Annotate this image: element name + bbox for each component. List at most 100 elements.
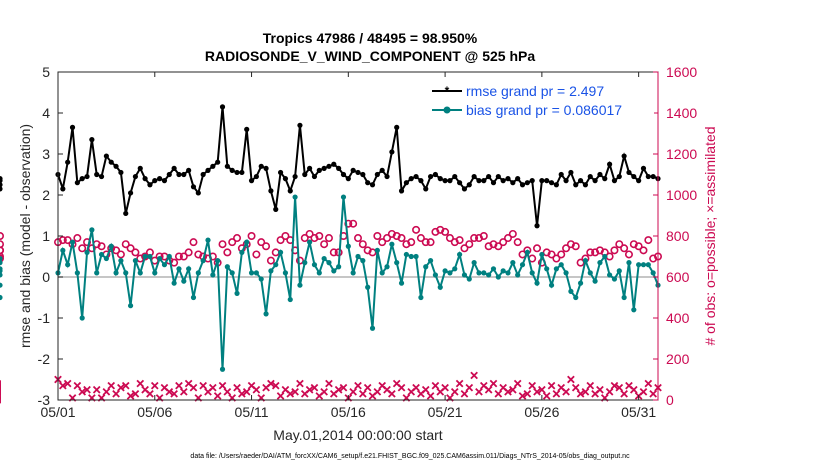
assimilated-stroke xyxy=(513,379,522,388)
possible-marker xyxy=(252,250,261,259)
assimilated-marker xyxy=(136,379,145,388)
assimilated-marker xyxy=(271,381,280,390)
bias-point xyxy=(360,258,366,264)
rmse-point xyxy=(592,178,598,184)
assimilated-marker xyxy=(339,383,348,392)
rmse-point xyxy=(379,167,385,173)
rmse-point xyxy=(161,178,168,184)
possible-marker xyxy=(121,240,130,249)
assimilated-marker xyxy=(146,390,154,398)
y-tick-label: 3 xyxy=(42,146,50,162)
bias-point xyxy=(239,249,245,255)
y2-tick-label: 1600 xyxy=(666,64,697,80)
rmse-point xyxy=(69,124,76,130)
bias-point xyxy=(282,270,289,276)
bias-point xyxy=(157,255,163,262)
possible-marker xyxy=(97,242,106,251)
bias-point xyxy=(490,266,497,272)
rmse-point xyxy=(442,178,448,184)
rmse-point xyxy=(495,173,501,180)
possible-marker xyxy=(460,244,469,253)
assimilated-marker xyxy=(518,392,527,400)
assimilated-stroke xyxy=(59,381,67,390)
rmse-point xyxy=(0,182,3,188)
assimilated-marker xyxy=(63,379,72,388)
legend-bias-label: bias grand pr = 0.086017 xyxy=(466,102,622,118)
rmse-point xyxy=(437,176,443,182)
rmse-point xyxy=(345,176,351,182)
rmse-point xyxy=(152,178,158,184)
obs-count-series xyxy=(0,219,662,404)
bias-point xyxy=(592,278,598,284)
possible-marker xyxy=(494,242,503,251)
legend-box xyxy=(428,79,654,121)
assimilated-stroke xyxy=(557,383,566,392)
bias-point xyxy=(573,294,579,301)
rmse-point xyxy=(423,186,429,192)
possible-marker xyxy=(576,258,585,267)
x-tick-label: 05/01 xyxy=(40,404,75,420)
rmse-point xyxy=(636,178,642,184)
bias-point xyxy=(398,280,405,286)
assimilated-marker xyxy=(59,381,67,390)
assimilated-marker xyxy=(276,392,285,400)
assimilated-marker xyxy=(538,385,546,394)
bias-point xyxy=(258,276,264,282)
assimilated-marker xyxy=(363,383,372,392)
assimilated-marker xyxy=(610,381,619,390)
bias-point xyxy=(224,264,230,270)
possible-marker xyxy=(257,238,266,247)
assimilated-stroke xyxy=(649,390,657,398)
assimilated-stroke xyxy=(475,387,483,396)
plot-area xyxy=(58,72,658,400)
bias-point xyxy=(442,268,448,274)
rmse-point xyxy=(597,171,603,178)
possible-marker xyxy=(184,248,193,257)
legend: * rmse grand pr = 2.497 bias grand pr = … xyxy=(428,79,654,121)
rmse-point xyxy=(123,210,129,217)
assimilated-stroke xyxy=(359,390,367,398)
assimilated-stroke xyxy=(102,387,111,396)
possible-marker xyxy=(624,250,633,259)
possible-marker xyxy=(305,229,314,238)
assimilated-stroke xyxy=(107,381,116,390)
possible-marker xyxy=(353,234,362,243)
assimilated-stroke xyxy=(388,390,396,398)
bias-point xyxy=(457,251,463,258)
rmse-point xyxy=(171,165,177,171)
right-axis: 0 200 400 600 800 1000 1200 1400 1600 xyxy=(653,64,697,408)
rmse-point xyxy=(611,178,618,184)
rmse-point xyxy=(331,161,337,167)
assimilated-stroke xyxy=(141,385,149,394)
rmse-point xyxy=(113,163,119,169)
assimilated-marker xyxy=(175,381,183,390)
assimilated-marker xyxy=(199,381,207,390)
rmse-point xyxy=(302,171,308,178)
bias-point xyxy=(273,262,279,268)
assimilated-marker xyxy=(310,383,319,392)
bias-point xyxy=(0,266,3,272)
rmse-point xyxy=(258,163,264,169)
bias-point xyxy=(423,264,429,270)
possible-marker xyxy=(562,244,571,253)
assimilated-marker xyxy=(586,381,595,390)
assimilated-stroke xyxy=(121,381,130,390)
y-tick-label: 0 xyxy=(42,269,50,285)
assimilated-stroke xyxy=(629,385,638,394)
possible-marker xyxy=(426,238,435,247)
x-tick-label: 05/06 xyxy=(137,404,172,420)
assimilated-stroke xyxy=(378,381,387,390)
y2-tick-label: 1400 xyxy=(666,105,697,121)
rmse-point xyxy=(447,178,453,184)
bias-point xyxy=(427,258,434,264)
assimilated-stroke xyxy=(349,387,357,396)
assimilated-stroke xyxy=(610,381,619,390)
rmse-point xyxy=(210,163,216,169)
y-tick-label: 4 xyxy=(42,105,50,121)
rmse-point xyxy=(84,173,90,180)
bias-point xyxy=(336,264,342,270)
assimilated-marker xyxy=(576,390,585,398)
y-tick-label: -3 xyxy=(38,392,51,408)
rmse-point xyxy=(253,173,259,180)
assimilated-stroke xyxy=(184,379,193,388)
